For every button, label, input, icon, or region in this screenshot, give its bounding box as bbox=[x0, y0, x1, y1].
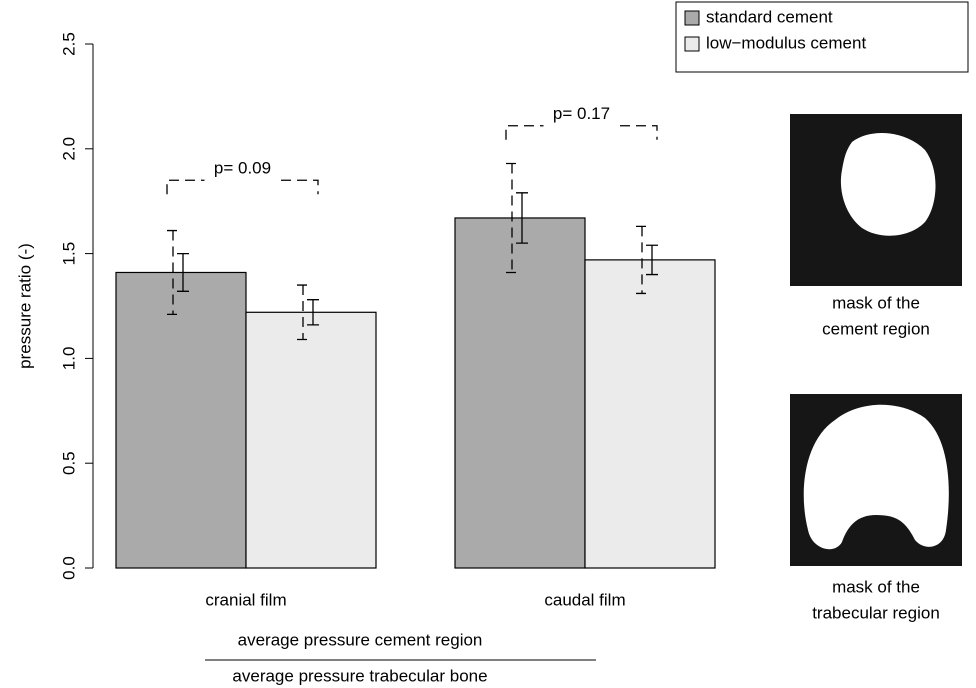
legend-label: low−modulus cement bbox=[706, 33, 866, 52]
x-tick-label: cranial film bbox=[205, 590, 286, 609]
legend-label: standard cement bbox=[706, 7, 833, 26]
chart: mask of the cement region mask of the tr… bbox=[0, 0, 976, 688]
mask-image bbox=[790, 394, 962, 566]
x-label-denominator: average pressure trabecular bone bbox=[232, 666, 487, 685]
mask-image bbox=[790, 114, 962, 286]
bar bbox=[455, 218, 585, 568]
y-tick-label: 0.5 bbox=[59, 451, 78, 475]
y-axis-label: pressure ratio (-) bbox=[15, 243, 34, 369]
y-tick-label: 0.0 bbox=[59, 556, 78, 580]
p-value: p= 0.17 bbox=[553, 104, 610, 123]
legend-swatch bbox=[685, 37, 699, 51]
image-caption: mask of the bbox=[832, 577, 920, 596]
bar bbox=[246, 312, 376, 568]
image-caption: mask of the bbox=[832, 293, 920, 312]
legend-swatch bbox=[685, 11, 699, 25]
y-tick-label: 1.5 bbox=[59, 242, 78, 266]
y-tick-label: 2.0 bbox=[59, 137, 78, 161]
y-tick-label: 1.0 bbox=[59, 347, 78, 371]
bar bbox=[585, 260, 715, 568]
p-value: p= 0.09 bbox=[214, 159, 271, 178]
image-caption: trabecular region bbox=[812, 603, 940, 622]
x-label-numerator: average pressure cement region bbox=[238, 630, 483, 649]
bar bbox=[116, 272, 246, 568]
x-tick-label: caudal film bbox=[544, 590, 625, 609]
image-caption: cement region bbox=[822, 319, 930, 338]
y-tick-label: 2.5 bbox=[59, 32, 78, 56]
